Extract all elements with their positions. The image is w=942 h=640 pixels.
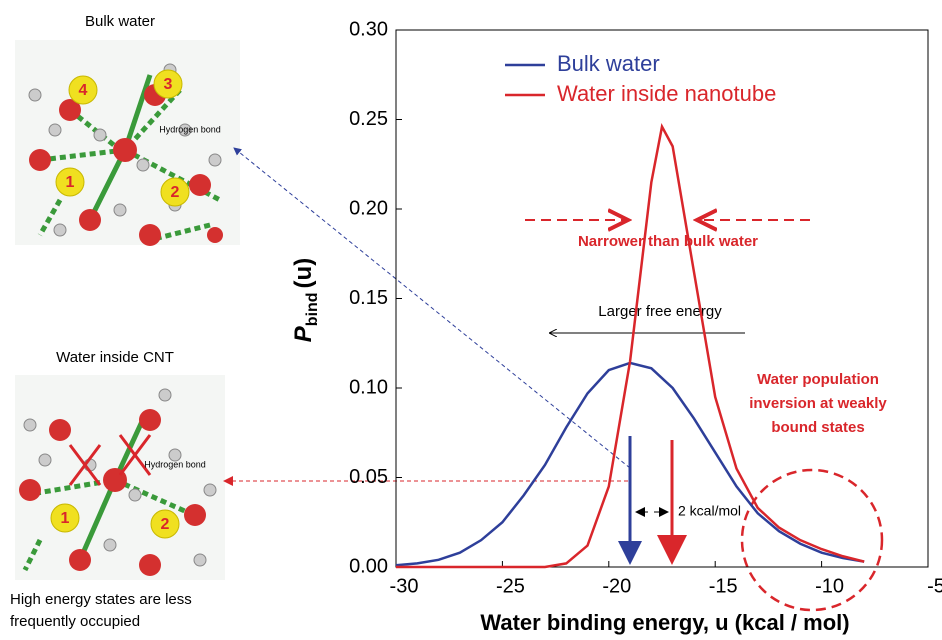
hbond-label: Hydrogen bond	[144, 459, 206, 469]
plot-frame	[395, 29, 929, 568]
x-tick-label: -5	[927, 575, 942, 597]
y-tick-label: 0.20	[349, 197, 388, 219]
x-tick-label: -15	[709, 575, 738, 597]
legend-label: Bulk water	[557, 51, 660, 76]
panel-title: Bulk water	[85, 13, 155, 30]
molecule-panel-top	[15, 40, 240, 246]
caption: frequently occupied	[10, 613, 140, 630]
annotation: inversion at weakly	[749, 395, 887, 412]
annotation: Larger free energy	[598, 303, 722, 320]
number-label: 4	[79, 82, 88, 99]
annotation: bound states	[771, 419, 864, 436]
x-tick-label: -10	[815, 575, 844, 597]
y-tick-label: 0.05	[349, 466, 388, 488]
number-badge	[153, 69, 183, 99]
number-label: 1	[61, 510, 70, 527]
y-tick-label: 0.15	[349, 287, 388, 309]
number-label: 2	[171, 184, 180, 201]
number-badge	[55, 167, 85, 197]
y-axis-label: Pbind (u)	[290, 258, 321, 342]
y-label-tail: (u)	[290, 258, 317, 289]
annotation: 2 kcal/mol	[678, 503, 741, 519]
y-label-main: P	[290, 325, 317, 342]
x-tick-label: -20	[602, 575, 631, 597]
y-tick-label: 0.10	[349, 376, 388, 398]
panel-title: Water inside CNT	[56, 349, 174, 366]
number-badge	[50, 503, 80, 533]
legend-label: Water inside nanotube	[557, 81, 776, 106]
number-badge	[160, 177, 190, 207]
series-line	[396, 122, 865, 569]
number-badge	[68, 75, 98, 105]
x-axis-label: Water binding energy, u (kcal / mol)	[480, 610, 849, 635]
molecule-panel-bottom	[15, 375, 225, 580]
annotation: Narrower than bulk water	[578, 233, 758, 250]
y-tick-label: 0.25	[349, 108, 388, 130]
hbond-label: Hydrogen bond	[159, 124, 221, 134]
number-badge	[150, 509, 180, 539]
annotation: Water population	[757, 371, 879, 388]
number-label: 1	[66, 174, 75, 191]
number-label: 3	[164, 76, 173, 93]
y-tick-label: 0.00	[349, 555, 388, 577]
x-tick-label: -25	[496, 575, 525, 597]
y-label-sub: bind	[304, 292, 321, 326]
number-label: 2	[161, 516, 170, 533]
y-tick-label: 0.30	[349, 18, 388, 40]
x-tick-label: -30	[390, 575, 419, 597]
caption: High energy states are less	[10, 591, 192, 608]
annotation-shapes	[223, 147, 884, 612]
